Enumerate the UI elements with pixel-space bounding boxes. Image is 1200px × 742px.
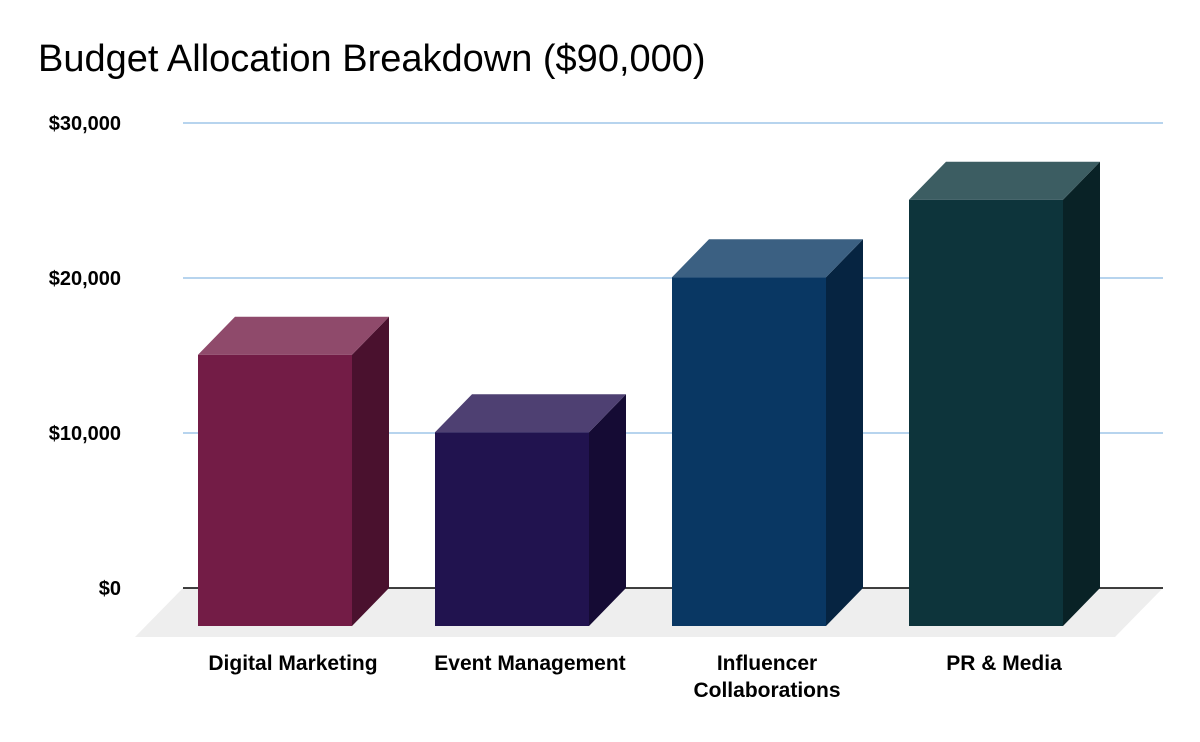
bar-side <box>589 394 626 626</box>
bar-front <box>198 354 352 626</box>
y-tick-label: $0 <box>99 578 121 600</box>
x-category-label-line: PR & Media <box>946 652 1062 675</box>
bar-front <box>909 199 1063 626</box>
x-category-label: Event Management <box>434 652 625 675</box>
x-category-label: Influencer Collaborations <box>693 652 840 702</box>
y-tick-label: $30,000 <box>49 113 121 135</box>
bars <box>198 161 1100 626</box>
bar-top <box>198 316 389 355</box>
x-category-label-line: Event Management <box>434 652 625 675</box>
chart-title: Budget Allocation Breakdown ($90,000) <box>38 38 706 80</box>
bar-side <box>1063 161 1100 626</box>
bar <box>909 161 1100 626</box>
floor-plane <box>135 588 1163 637</box>
y-axis-ticks: $0 $10,000 $20,000 $30,000 <box>49 113 121 600</box>
bar <box>435 394 626 626</box>
chart-floor <box>135 588 1163 637</box>
bar-top <box>909 161 1100 200</box>
y-tick-label: $10,000 <box>49 423 121 445</box>
y-tick-label: $20,000 <box>49 268 121 290</box>
bar-front <box>435 432 589 626</box>
bar-side <box>352 316 389 626</box>
bar-top <box>672 239 863 278</box>
x-category-label-line: Influencer <box>717 652 817 675</box>
x-category-label-line: Digital Marketing <box>208 652 377 675</box>
x-category-label: Digital Marketing <box>208 652 377 675</box>
bar <box>672 239 863 626</box>
x-category-label-line: Collaborations <box>693 679 840 702</box>
bar <box>198 316 389 626</box>
x-category-label: PR & Media <box>946 652 1062 675</box>
bar-side <box>826 239 863 626</box>
bar-top <box>435 394 626 433</box>
x-axis-labels: Digital Marketing Event Management Influen… <box>208 652 1062 702</box>
bar-front <box>672 277 826 626</box>
